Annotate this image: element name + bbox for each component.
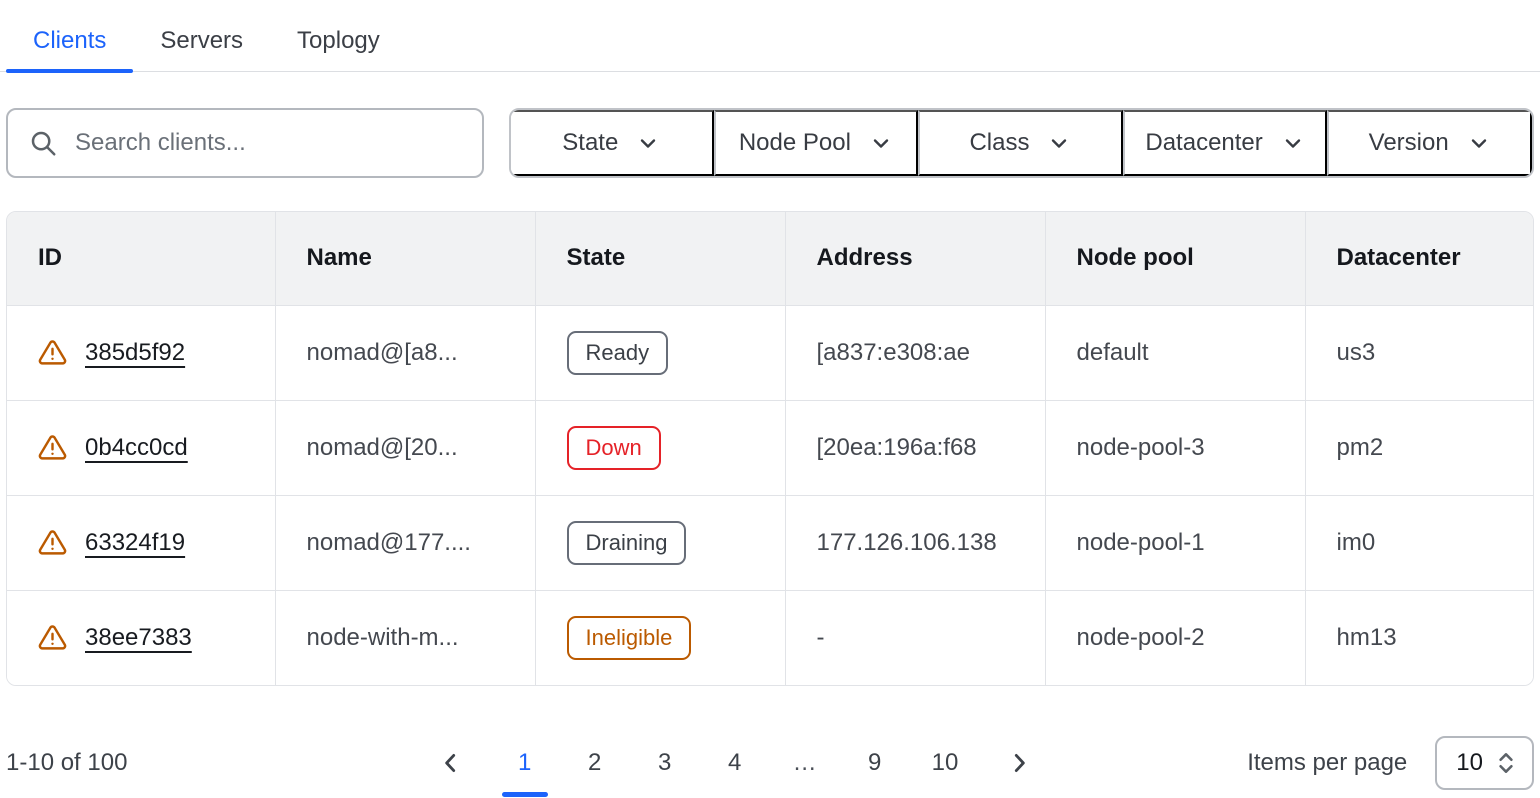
column-header-datacenter: Datacenter	[1304, 212, 1533, 305]
client-address: [20ea:196a:f68	[784, 399, 1045, 495]
filter-state-label: State	[562, 129, 619, 156]
items-per-page-select[interactable]: 10	[1435, 736, 1534, 790]
filter-node-pool[interactable]: Node Pool	[713, 110, 919, 176]
table-row: 385d5f92 nomad@[a8... Ready [a837:e308:a…	[7, 304, 1533, 400]
client-address: 177.126.106.138	[784, 494, 1045, 590]
chevron-down-icon	[641, 139, 656, 148]
filter-datacenter[interactable]: Datacenter	[1122, 110, 1328, 176]
page-number-10[interactable]: 10	[931, 749, 959, 776]
warning-icon	[38, 625, 67, 650]
column-header-node-pool: Node pool	[1044, 212, 1305, 305]
filter-version[interactable]: Version	[1327, 110, 1532, 176]
tab-bar: Clients Servers Toplogy	[0, 0, 1540, 73]
state-badge: Ineligible	[566, 615, 692, 660]
client-datacenter: hm13	[1304, 589, 1533, 685]
toolbar: State Node Pool Class Datacenter Version	[0, 108, 1540, 178]
results-range-label: 1-10 of 100	[6, 749, 128, 776]
table-row: 38ee7383 node-with-m... Ineligible - nod…	[7, 589, 1533, 685]
client-id-link[interactable]: 385d5f92	[85, 338, 186, 366]
client-node-pool: node-pool-2	[1044, 589, 1305, 685]
warning-icon	[38, 340, 67, 365]
filter-state[interactable]: State	[511, 110, 714, 176]
client-datacenter: us3	[1304, 304, 1533, 400]
column-header-name: Name	[274, 212, 535, 305]
page-number-9[interactable]: 9	[862, 749, 888, 777]
search-icon	[31, 131, 56, 156]
filter-class-label: Class	[969, 129, 1030, 156]
client-datacenter: im0	[1304, 494, 1533, 590]
client-node-pool: node-pool-1	[1044, 494, 1305, 590]
stepper-icon	[1499, 753, 1513, 773]
chevron-down-icon	[1285, 139, 1300, 148]
items-per-page: Items per page 10	[1134, 736, 1534, 790]
chevron-down-icon	[1471, 139, 1486, 148]
warning-icon	[38, 530, 67, 555]
table-header-row: ID Name State Address Node pool Datacent…	[7, 212, 1533, 305]
items-per-page-value: 10	[1456, 749, 1483, 776]
search-input[interactable]	[75, 129, 462, 157]
page-ellipsis: …	[792, 749, 817, 776]
chevron-right-icon[interactable]	[1002, 750, 1036, 776]
filter-node-pool-label: Node Pool	[738, 129, 851, 156]
search-box[interactable]	[6, 108, 484, 178]
state-badge: Draining	[566, 520, 687, 565]
client-address: -	[784, 589, 1045, 685]
filter-class[interactable]: Class	[918, 110, 1123, 176]
chevron-down-icon	[1052, 139, 1067, 148]
column-header-address: Address	[784, 212, 1045, 305]
client-name: nomad@[20...	[274, 399, 535, 495]
state-badge: Ready	[566, 330, 669, 375]
column-header-id: ID	[7, 212, 275, 305]
client-address: [a837:e308:ae	[784, 304, 1045, 400]
client-node-pool: node-pool-3	[1044, 399, 1305, 495]
client-datacenter: pm2	[1304, 399, 1533, 495]
client-id-link[interactable]: 63324f19	[85, 528, 186, 556]
chevron-down-icon	[873, 139, 889, 148]
state-badge: Down	[566, 425, 661, 470]
client-name: nomad@177....	[274, 494, 535, 590]
pager: 1 2 3 4 … 9 10	[434, 749, 1037, 777]
tab-topology[interactable]: Toplogy	[270, 15, 407, 71]
chevron-left-icon[interactable]	[434, 750, 468, 776]
client-node-pool: default	[1044, 304, 1305, 400]
column-header-state: State	[534, 212, 785, 305]
filter-group: State Node Pool Class Datacenter Version	[509, 108, 1534, 178]
page-number-1[interactable]: 1	[512, 749, 538, 777]
client-name: node-with-m...	[274, 589, 535, 685]
tab-clients[interactable]: Clients	[6, 15, 134, 73]
pagination-bar: 1-10 of 100 1 2 3 4 … 9 10 Items per pag…	[0, 724, 1540, 798]
tab-servers[interactable]: Servers	[133, 15, 270, 71]
table-row: 0b4cc0cd nomad@[20... Down [20ea:196a:f6…	[7, 399, 1533, 495]
page-number-2[interactable]: 2	[582, 749, 608, 777]
filter-version-label: Version	[1368, 129, 1449, 156]
filter-datacenter-label: Datacenter	[1145, 129, 1263, 156]
table-row: 63324f19 nomad@177.... Draining 177.126.…	[7, 494, 1533, 590]
page-number-3[interactable]: 3	[652, 749, 678, 777]
page-number-4[interactable]: 4	[722, 749, 748, 777]
client-name: nomad@[a8...	[274, 304, 535, 400]
warning-icon	[38, 435, 67, 460]
clients-table: ID Name State Address Node pool Datacent…	[6, 211, 1534, 686]
items-per-page-label: Items per page	[1247, 749, 1408, 776]
client-id-link[interactable]: 38ee7383	[85, 623, 192, 651]
client-id-link[interactable]: 0b4cc0cd	[85, 433, 188, 461]
